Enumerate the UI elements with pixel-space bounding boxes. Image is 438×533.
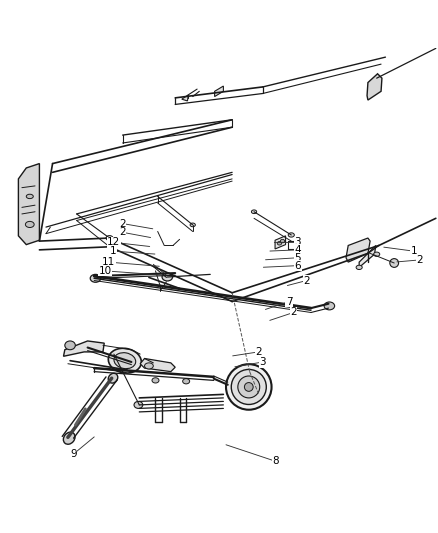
Ellipse shape <box>25 221 34 228</box>
Ellipse shape <box>114 353 136 369</box>
Polygon shape <box>182 95 188 101</box>
Ellipse shape <box>90 274 101 282</box>
Text: 2: 2 <box>416 255 423 265</box>
Text: 6: 6 <box>294 261 301 271</box>
Text: 11: 11 <box>102 257 115 267</box>
Ellipse shape <box>226 364 272 410</box>
Polygon shape <box>275 236 286 249</box>
Text: 5: 5 <box>294 253 301 263</box>
Text: 2: 2 <box>303 276 310 286</box>
Ellipse shape <box>244 383 253 391</box>
Text: 12: 12 <box>107 237 120 247</box>
Text: 7: 7 <box>286 296 293 306</box>
Ellipse shape <box>356 265 362 270</box>
Ellipse shape <box>277 241 282 245</box>
Ellipse shape <box>108 348 141 373</box>
Text: 2: 2 <box>119 228 126 237</box>
Ellipse shape <box>106 236 113 240</box>
Ellipse shape <box>108 373 118 383</box>
Text: 4: 4 <box>294 245 301 255</box>
Polygon shape <box>359 246 376 268</box>
Polygon shape <box>346 238 370 262</box>
Ellipse shape <box>162 273 173 281</box>
Ellipse shape <box>288 233 294 237</box>
Polygon shape <box>367 74 382 100</box>
Text: 9: 9 <box>70 449 77 459</box>
Text: 2: 2 <box>119 219 126 229</box>
Ellipse shape <box>190 223 195 227</box>
Ellipse shape <box>231 369 266 405</box>
Polygon shape <box>215 86 223 96</box>
Ellipse shape <box>134 401 143 408</box>
Ellipse shape <box>280 239 285 243</box>
Ellipse shape <box>152 378 159 383</box>
Polygon shape <box>64 341 104 356</box>
Text: 10: 10 <box>99 266 112 276</box>
Ellipse shape <box>390 259 399 268</box>
Polygon shape <box>18 164 39 245</box>
Text: 1: 1 <box>110 246 117 256</box>
Ellipse shape <box>251 210 257 214</box>
Text: 2: 2 <box>290 308 297 318</box>
Ellipse shape <box>238 376 260 398</box>
Ellipse shape <box>64 432 75 445</box>
Ellipse shape <box>183 378 190 384</box>
Text: 2: 2 <box>255 347 262 357</box>
Text: 8: 8 <box>272 456 279 466</box>
Text: 3: 3 <box>259 357 266 367</box>
Text: 1: 1 <box>410 246 417 256</box>
Text: 3: 3 <box>294 237 301 247</box>
Ellipse shape <box>324 302 335 310</box>
Ellipse shape <box>145 363 153 369</box>
Ellipse shape <box>65 341 75 350</box>
Polygon shape <box>140 359 175 372</box>
Ellipse shape <box>374 252 380 256</box>
Ellipse shape <box>26 194 33 199</box>
